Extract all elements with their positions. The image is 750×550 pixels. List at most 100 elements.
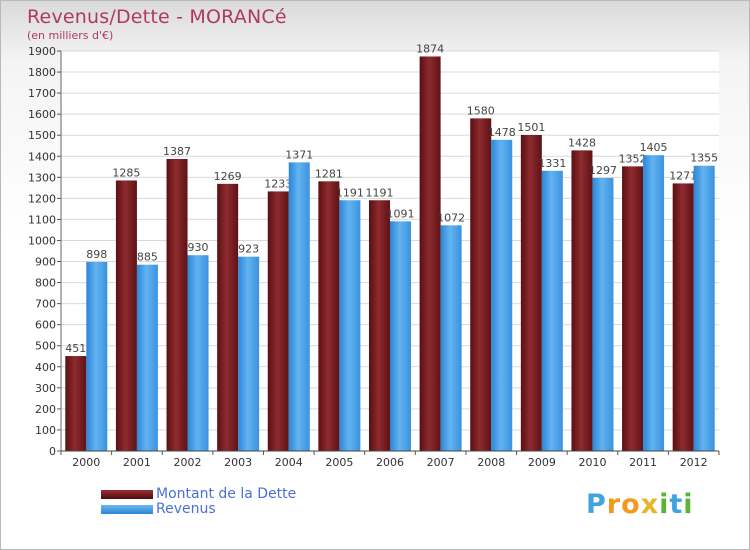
x-tick-label: 2000	[72, 456, 100, 469]
data-label-revenus: 1331	[538, 157, 566, 170]
proxiti-logo: Proxiti	[586, 489, 694, 520]
logo-letter: i	[659, 489, 670, 520]
bar-dette	[318, 181, 340, 451]
y-tick-label: 300	[35, 382, 56, 395]
data-label-revenus: 1191	[336, 186, 364, 199]
bar-dette	[419, 56, 441, 451]
bar-revenus	[339, 200, 361, 451]
data-label-dette: 1352	[619, 152, 647, 165]
data-label-revenus: 930	[188, 241, 209, 254]
bar-revenus	[390, 221, 411, 451]
data-label-dette: 1285	[112, 166, 140, 179]
legend-swatch-dette	[101, 490, 153, 499]
data-label-dette: 1501	[517, 121, 545, 134]
data-label-revenus: 1355	[690, 152, 718, 165]
x-tick-label: 2002	[174, 456, 202, 469]
y-tick-label: 1800	[28, 66, 56, 79]
y-tick-label: 1600	[28, 108, 56, 121]
x-tick-label: 2012	[680, 456, 708, 469]
logo-letter: x	[640, 489, 660, 520]
legend-label-revenus: Revenus	[156, 501, 216, 517]
x-tick-label: 2007	[427, 456, 455, 469]
y-tick-label: 400	[35, 361, 56, 374]
data-label-dette: 451	[65, 342, 86, 355]
data-label-revenus: 1072	[437, 211, 465, 224]
x-tick-label: 2005	[325, 456, 353, 469]
y-tick-label: 1000	[28, 234, 56, 247]
bar-dette	[166, 159, 188, 451]
y-tick-label: 200	[35, 403, 56, 416]
data-label-dette: 1580	[467, 104, 495, 117]
y-tick-label: 600	[35, 319, 56, 332]
data-label-dette: 1191	[366, 186, 394, 199]
y-tick-label: 800	[35, 277, 56, 290]
data-label-revenus: 1405	[640, 141, 668, 154]
y-tick-label: 0	[49, 445, 56, 458]
x-tick-label: 2006	[376, 456, 404, 469]
bar-dette	[217, 183, 239, 451]
bar-revenus	[592, 177, 614, 451]
data-label-dette: 1271	[669, 169, 697, 182]
y-tick-label: 1100	[28, 213, 56, 226]
data-label-dette: 1233	[264, 177, 292, 190]
bar-revenus	[643, 155, 665, 452]
bar-dette	[65, 356, 87, 451]
logo-letter: t	[669, 489, 684, 520]
bar-revenus	[86, 261, 108, 451]
y-tick-label: 100	[35, 424, 56, 437]
bar-revenus	[491, 139, 513, 451]
y-tick-label: 500	[35, 340, 56, 353]
bar-dette	[622, 166, 644, 452]
bar-dette	[520, 135, 542, 451]
legend-swatch-revenus	[101, 505, 153, 514]
data-label-dette: 1281	[315, 167, 343, 180]
data-label-dette: 1269	[214, 170, 242, 183]
y-tick-label: 1400	[28, 150, 56, 163]
bar-revenus	[238, 256, 260, 451]
y-tick-label: 1700	[28, 87, 56, 100]
bar-revenus	[693, 165, 715, 451]
logo-letter: o	[621, 489, 641, 520]
data-label-revenus: 923	[238, 243, 259, 256]
bar-revenus	[440, 225, 462, 451]
y-tick-label: 1300	[28, 171, 56, 184]
bar-dette	[369, 200, 390, 451]
x-tick-label: 2010	[578, 456, 606, 469]
bar-dette	[571, 150, 593, 452]
y-tick-label: 1900	[28, 45, 56, 58]
x-tick-label: 2001	[123, 456, 151, 469]
x-tick-label: 2009	[528, 456, 556, 469]
bar-revenus	[136, 264, 158, 451]
data-label-revenus: 885	[137, 251, 158, 264]
y-tick-label: 1500	[28, 129, 56, 142]
bar-dette	[672, 183, 694, 451]
x-tick-label: 2003	[224, 456, 252, 469]
bar-dette	[267, 191, 289, 451]
bar-dette	[115, 180, 137, 451]
y-tick-label: 700	[35, 298, 56, 311]
x-tick-label: 2008	[477, 456, 505, 469]
data-label-revenus: 1371	[285, 148, 313, 161]
logo-letter: r	[606, 489, 622, 520]
logo-letter: i	[683, 489, 694, 520]
legend-label-dette: Montant de la Dette	[156, 486, 297, 502]
bar-dette	[470, 118, 492, 452]
chart-title: Revenus/Dette - MORANCé	[27, 6, 287, 28]
x-tick-label: 2011	[629, 456, 657, 469]
bar-revenus	[288, 162, 310, 452]
bar-revenus	[541, 170, 563, 451]
logo-letter: P	[586, 489, 607, 520]
chart-subtitle: (en milliers d'€)	[27, 29, 114, 42]
y-tick-label: 1200	[28, 192, 56, 205]
data-label-dette: 1428	[568, 136, 596, 149]
data-label-revenus: 1297	[589, 164, 617, 177]
data-label-dette: 1387	[163, 145, 191, 158]
y-tick-label: 900	[35, 256, 56, 269]
data-label-revenus: 1478	[488, 126, 516, 139]
data-label-revenus: 1091	[387, 207, 415, 220]
x-tick-label: 2004	[275, 456, 303, 469]
bar-revenus	[187, 255, 209, 451]
data-label-revenus: 898	[86, 248, 107, 261]
